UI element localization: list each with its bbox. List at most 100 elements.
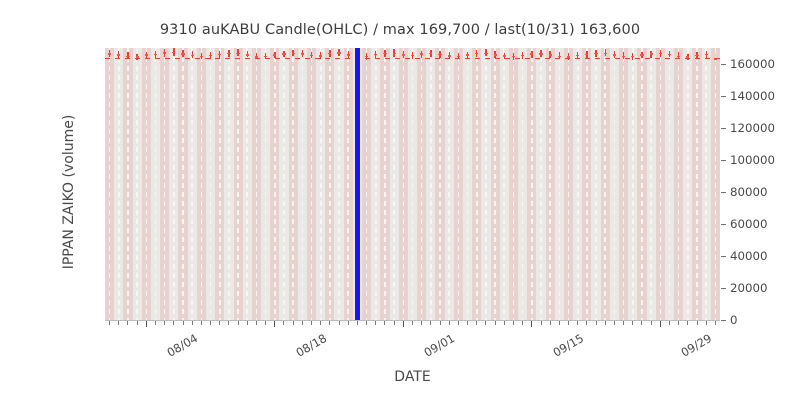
gridline [173,48,175,320]
candle-body[interactable] [557,55,561,58]
candle-body[interactable] [117,54,121,56]
candle-body[interactable] [566,56,571,58]
candle-body[interactable] [383,52,387,55]
candle-body[interactable] [667,53,672,56]
x-tick-minor [237,321,239,325]
candle-body[interactable] [603,52,607,55]
candle-body[interactable] [539,53,543,55]
candle-body[interactable] [273,54,277,56]
candle-body[interactable] [521,54,525,57]
candle-body[interactable] [153,53,158,56]
candle-body[interactable] [300,53,304,55]
gridline [191,48,193,320]
candle-body[interactable] [181,53,185,55]
candle-body[interactable] [337,52,341,54]
candle-body[interactable] [163,52,167,54]
candle-body[interactable] [576,54,580,57]
gridline [448,48,450,320]
candle-body[interactable] [291,52,295,55]
y-axis-label: IPPAN ZAIKO (volume) [61,114,77,270]
y-tick-label: 80000 [730,185,768,199]
candle-body[interactable] [456,55,460,58]
candle-body[interactable] [346,54,350,56]
x-tick-label: 08/04 [164,331,201,360]
candle-body[interactable] [208,54,213,57]
x-tick-minor [127,321,129,325]
candle-body[interactable] [677,55,681,58]
gridline [512,48,515,320]
candle-body[interactable] [493,54,497,56]
candle-body[interactable] [649,53,653,55]
gridline [540,48,542,320]
candle-body[interactable] [135,56,139,58]
gridline [274,48,276,320]
candle-body[interactable] [484,52,488,55]
x-tick-minor [586,321,588,325]
x-tick-major [274,321,276,327]
x-tick-minor [457,321,459,325]
gridline [549,48,551,320]
candle-body[interactable] [107,53,112,55]
candle-body[interactable] [264,55,268,58]
candle-body[interactable] [190,54,194,57]
x-tick-minor [696,321,698,325]
gridline [384,48,386,320]
candle-body[interactable] [144,54,148,56]
candle-body[interactable] [585,53,589,56]
x-tick-major [145,321,147,327]
candle-body[interactable] [392,52,396,55]
candle-body[interactable] [365,55,369,58]
candle-wick [255,52,258,59]
candle-body[interactable] [282,53,286,55]
date-marker-vertical-line[interactable] [354,48,361,320]
candle-body[interactable] [622,55,626,58]
candle-wick [677,52,680,60]
candle-body[interactable] [319,55,323,57]
candle-body[interactable] [704,53,708,56]
candle-body[interactable] [594,52,598,55]
x-tick-minor [613,321,615,325]
candle-body[interactable] [658,52,662,55]
gridline [485,48,487,320]
candle-body[interactable] [374,53,378,56]
candle-body[interactable] [612,54,617,56]
candle-body[interactable] [502,55,506,57]
candle-body[interactable] [199,55,203,58]
candle-body[interactable] [172,51,176,54]
candle-body[interactable] [410,54,415,57]
x-tick-minor [200,321,202,325]
gridline [218,48,221,320]
candle-wick [558,52,561,59]
candle-body[interactable] [328,52,332,55]
candle-body[interactable] [686,56,690,58]
candle-body[interactable] [640,54,644,56]
candle-body[interactable] [227,52,231,55]
candle-body[interactable] [401,54,405,56]
gridline [595,48,597,320]
gridline [228,48,230,320]
gridline [393,48,395,320]
candle-body[interactable] [447,55,451,57]
x-tick-minor [384,321,386,325]
gridline [292,48,294,320]
candle-body[interactable] [530,53,534,55]
x-axis-label: DATE [394,369,431,385]
candle-wick [622,52,625,59]
candle-body[interactable] [548,54,552,56]
candle-body[interactable] [218,53,222,56]
candle-body[interactable] [438,53,442,56]
candle-body[interactable] [465,54,470,56]
candle-body[interactable] [309,54,314,57]
candle-body[interactable] [429,52,433,55]
candle-body[interactable] [475,52,479,55]
candle-body[interactable] [420,53,424,55]
x-tick-minor [641,321,643,325]
candle-body[interactable] [695,54,699,57]
candle-body[interactable] [126,55,130,58]
candle-body[interactable] [245,54,249,56]
candle-body[interactable] [631,55,635,58]
gridline [622,48,625,320]
candle-body[interactable] [236,52,240,55]
candle-body[interactable] [511,55,516,58]
candle-body[interactable] [254,56,259,58]
